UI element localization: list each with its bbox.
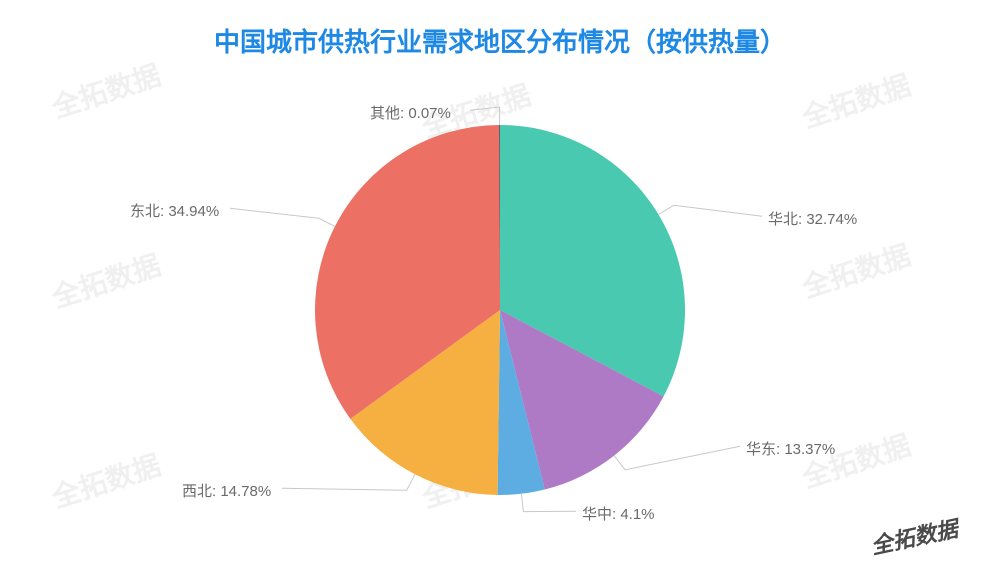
slice-label-华中: 华中: 4.1% (582, 503, 655, 524)
leader-line (614, 446, 740, 470)
slice-label-华北: 华北: 32.74% (768, 208, 857, 229)
leader-line (230, 208, 335, 226)
slice-label-其他: 其他: 0.07% (370, 102, 451, 123)
slice-label-东北: 东北: 34.94% (130, 200, 219, 221)
leader-line (658, 205, 762, 216)
pie-chart (0, 0, 1000, 566)
leader-line (521, 494, 576, 512)
leader-line (470, 107, 500, 125)
leader-line (282, 474, 415, 490)
slice-label-华东: 华东: 13.37% (746, 438, 835, 459)
slice-label-西北: 西北: 14.78% (182, 480, 271, 501)
